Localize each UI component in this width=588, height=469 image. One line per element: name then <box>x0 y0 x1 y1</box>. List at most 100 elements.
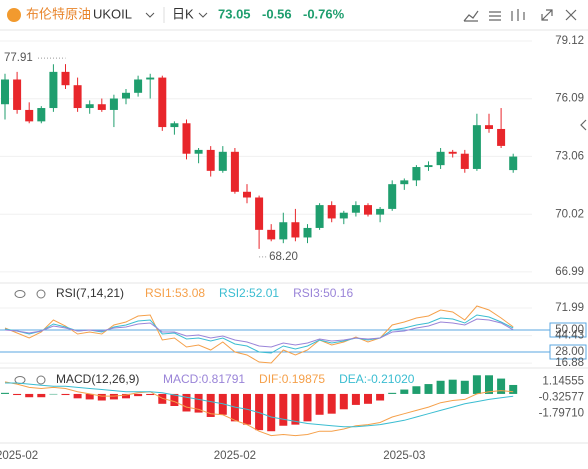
indicator-line <box>4 305 514 364</box>
y-tick-label: 73.06 <box>555 150 584 162</box>
rsi-settings[interactable] <box>36 289 46 299</box>
collapse-button[interactable] <box>580 119 587 131</box>
candle-body <box>267 229 276 240</box>
change-pct: -0.76% <box>303 6 345 21</box>
macd-settings[interactable] <box>36 375 46 385</box>
macd-bar <box>255 393 264 431</box>
candle-body <box>436 151 445 166</box>
rsi-visibility[interactable] <box>14 290 26 298</box>
macd-bar <box>351 393 360 405</box>
candle-body <box>73 85 82 109</box>
y-tick-label: 71.99 <box>555 302 584 314</box>
y-tick-label: 70.02 <box>555 208 584 220</box>
instrument-name: 布伦特原油 <box>26 6 91 21</box>
macd-bar <box>134 393 143 397</box>
indicator-button[interactable] <box>463 10 479 22</box>
candle-body <box>472 125 481 169</box>
candle-body <box>85 104 94 109</box>
candle-body <box>509 156 518 171</box>
macd-bar <box>436 380 445 394</box>
change: -0.56 <box>262 6 292 21</box>
candle-body <box>61 71 70 86</box>
candle-body <box>1 79 9 105</box>
y-tick-label: 28.00 <box>555 346 584 358</box>
toolbar <box>463 9 587 131</box>
macd-bar <box>376 393 385 401</box>
candle-body <box>134 79 143 93</box>
candle-body <box>230 151 239 192</box>
y-tick-label: -1.79710 <box>539 408 584 420</box>
macd-bar <box>460 380 469 394</box>
macd-bar <box>194 393 203 413</box>
candle-body <box>49 71 58 109</box>
legend-entry: DEA:-0.21020 <box>339 372 415 386</box>
legend-entry: RSI2:52.01 <box>219 286 279 300</box>
candle-body <box>364 205 372 215</box>
macd-bar <box>158 393 167 404</box>
macd-bar <box>61 393 70 396</box>
macd-bar <box>400 389 409 394</box>
candle-body <box>97 104 106 110</box>
legend-entry: RSI3:50.16 <box>293 286 353 300</box>
macd-bar <box>472 375 481 394</box>
period[interactable]: 日K <box>172 6 194 21</box>
macd-bar <box>25 393 34 398</box>
candle-body <box>448 151 457 154</box>
macd-bar <box>497 378 506 394</box>
legend-entry: DIF:0.19875 <box>259 372 325 386</box>
rsi-title: RSI(7,14,21) <box>56 286 124 300</box>
macd-bar <box>485 375 493 394</box>
panel-icons <box>14 289 46 385</box>
y-tick-label: 66.99 <box>555 266 584 278</box>
y-tick-label: 1.14555 <box>542 375 584 387</box>
macd-bar <box>448 379 457 394</box>
max-label: 77.91 <box>4 52 33 64</box>
settings-button[interactable] <box>489 11 501 21</box>
candle-body <box>218 151 227 171</box>
candle-body <box>243 191 251 198</box>
candle-body <box>460 153 469 169</box>
y-tick-label: 50.00 <box>555 324 584 336</box>
macd-bar <box>364 393 372 404</box>
macd-title: MACD(12,26,9) <box>56 372 139 386</box>
indicator-line <box>4 318 514 348</box>
candle-body <box>388 184 397 209</box>
candle-body <box>25 109 34 122</box>
macd-bar <box>182 393 191 412</box>
candle-body <box>182 123 191 154</box>
candle-body <box>158 77 167 128</box>
macd-bar <box>109 393 118 400</box>
macd-bar <box>509 384 518 394</box>
candle-body <box>109 98 118 110</box>
macd-bar <box>279 393 288 426</box>
macd-bar <box>388 392 397 394</box>
indicator-line <box>4 381 514 437</box>
x-tick-label: 2025-03 <box>383 450 425 462</box>
candle-body <box>327 205 336 219</box>
close-button[interactable] <box>565 9 577 21</box>
macd-bar <box>291 393 300 425</box>
macd-bar <box>37 393 46 398</box>
x-tick-label: 2025-02 <box>0 450 38 462</box>
y-tick-label: 76.09 <box>555 93 584 105</box>
candle-body <box>146 77 155 80</box>
macd-bar <box>85 393 94 400</box>
candle-button[interactable] <box>511 9 525 21</box>
logo <box>7 8 21 22</box>
price: 73.05 <box>218 6 251 21</box>
macd-bar <box>230 393 239 422</box>
macd-bar <box>327 393 336 414</box>
min-label: 68.20 <box>269 251 298 263</box>
symbol-caret <box>145 12 155 18</box>
macd-bar <box>73 393 82 399</box>
macd-bar <box>303 393 312 422</box>
macd-bar <box>146 393 155 396</box>
period-caret <box>198 12 208 18</box>
candle-body <box>303 227 312 238</box>
candle-body <box>351 205 360 213</box>
candle-body <box>339 212 348 219</box>
y-tick-label: 16.88 <box>555 357 584 369</box>
candle-body <box>170 123 179 128</box>
symbol[interactable]: UKOIL <box>93 6 132 21</box>
fullscreen-button[interactable] <box>541 9 553 21</box>
